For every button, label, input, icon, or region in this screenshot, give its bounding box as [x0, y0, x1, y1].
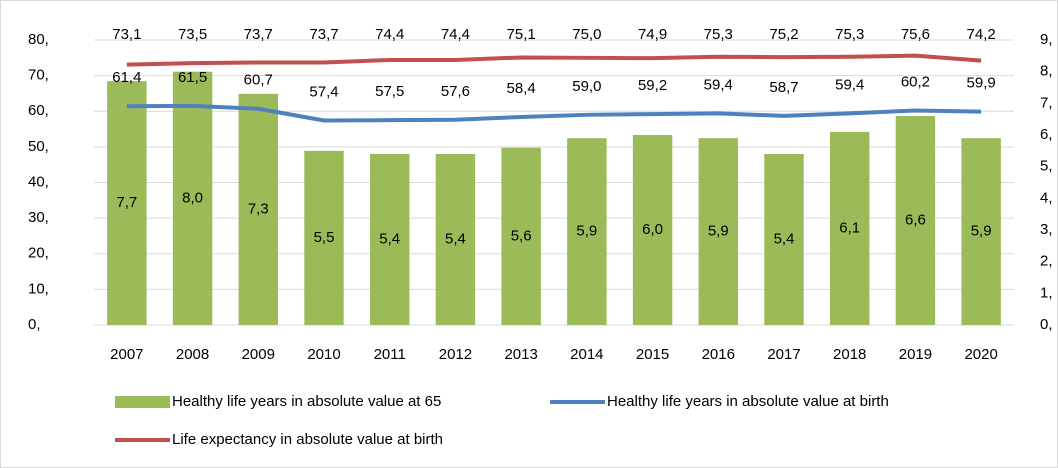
bar-label: 5,9 [971, 223, 992, 240]
bar [830, 131, 870, 325]
bar [632, 135, 673, 325]
y-tick-label: 50, [28, 138, 49, 155]
legend-label: Healthy life years in absolute value at … [172, 393, 441, 410]
line [126, 53, 982, 67]
y-tick-label: 20, [28, 245, 49, 262]
line-label: 60,7 [244, 72, 273, 89]
bar [764, 154, 804, 325]
y2-tick-label: 6, [1040, 126, 1053, 143]
y2-tick-label: 4, [1040, 189, 1053, 206]
x-tick-label: 2012 [439, 346, 472, 363]
bar-label: 7,7 [116, 194, 137, 211]
bar-label: 5,4 [445, 230, 466, 247]
line-label: 73,1 [112, 26, 141, 43]
y2-tick-label: 9, [1040, 31, 1053, 48]
y2-tick-label: 2, [1040, 253, 1053, 270]
line-label: 59,4 [835, 76, 864, 93]
x-tick-label: 2019 [899, 346, 932, 363]
x-tick-label: 2007 [110, 346, 143, 363]
x-tick-label: 2008 [176, 346, 209, 363]
bar-label: 6,0 [642, 221, 663, 238]
bar [238, 93, 278, 325]
x-tick-label: 2011 [374, 346, 406, 363]
y-tick-label: 10, [28, 280, 49, 297]
line-label: 74,4 [375, 26, 404, 43]
y2-tick-label: 3, [1040, 221, 1053, 238]
bar-label: 5,4 [379, 230, 400, 247]
y-tick-label: 60, [28, 102, 49, 119]
y2-tick-label: 8, [1040, 63, 1053, 80]
bar [172, 71, 213, 326]
legend-label: Healthy life years in absolute value at … [607, 393, 889, 410]
bar-label: 5,5 [314, 229, 335, 246]
bar-label: 5,9 [708, 223, 729, 240]
line-label: 59,2 [638, 77, 667, 94]
bar [435, 154, 476, 325]
y-tick-label: 30, [28, 209, 49, 226]
bar-label: 5,9 [576, 223, 597, 240]
line-label: 74,9 [638, 26, 667, 43]
y2-tick-label: 0, [1040, 316, 1053, 333]
bar [370, 154, 410, 325]
line-label: 75,3 [835, 26, 864, 43]
bar [107, 81, 147, 326]
y-tick-label: 40, [28, 173, 49, 190]
bar-label: 5,4 [774, 230, 795, 247]
y-tick-label: 70, [28, 67, 49, 84]
bar [698, 138, 738, 325]
x-tick-label: 2016 [702, 346, 735, 363]
bar [304, 150, 344, 325]
line-label: 59,9 [967, 75, 996, 92]
bar-label: 8,0 [182, 189, 203, 206]
line-label: 61,4 [112, 69, 141, 86]
line-label: 57,6 [441, 83, 470, 100]
bar [895, 116, 936, 325]
line-label: 75,6 [901, 26, 930, 43]
line-label: 75,2 [769, 26, 798, 43]
bar-label: 6,1 [839, 219, 860, 236]
x-tick-label: 2018 [833, 346, 866, 363]
line-label: 74,2 [967, 26, 996, 43]
line-label: 58,4 [507, 80, 536, 97]
line-label: 73,7 [309, 26, 338, 43]
y-tick-label: 0, [28, 316, 41, 333]
y2-tick-label: 1, [1040, 284, 1053, 301]
x-tick-label: 2014 [570, 346, 603, 363]
line-label: 74,4 [441, 26, 470, 43]
line-label: 60,2 [901, 74, 930, 91]
bar [567, 138, 607, 325]
line-label: 73,7 [244, 26, 273, 43]
line-label: 58,7 [769, 79, 798, 96]
x-tick-label: 2010 [307, 346, 340, 363]
legend-swatch [115, 396, 170, 408]
y2-tick-label: 5, [1040, 158, 1053, 175]
line-label: 75,0 [572, 26, 601, 43]
bar [961, 138, 1001, 325]
legend-label: Life expectancy in absolute value at bir… [172, 431, 443, 448]
line-label: 73,5 [178, 26, 207, 43]
x-tick-label: 2020 [964, 346, 997, 363]
line-label: 75,3 [704, 26, 733, 43]
line-label: 59,0 [572, 78, 601, 95]
line-label: 75,1 [507, 26, 536, 43]
line-label: 57,5 [375, 83, 404, 100]
y-tick-label: 80, [28, 31, 49, 48]
bar-label: 7,3 [248, 200, 269, 217]
x-tick-label: 2015 [636, 346, 669, 363]
bar-label: 5,6 [511, 227, 532, 244]
y2-tick-label: 7, [1040, 94, 1053, 111]
line-label: 57,4 [309, 83, 338, 100]
line-label: 59,4 [704, 76, 733, 93]
x-tick-label: 2009 [242, 346, 275, 363]
x-tick-label: 2017 [767, 346, 800, 363]
line-label: 61,5 [178, 69, 207, 86]
line [126, 103, 982, 123]
bar [501, 147, 541, 325]
bar-label: 6,6 [905, 211, 926, 228]
x-tick-label: 2013 [504, 346, 537, 363]
